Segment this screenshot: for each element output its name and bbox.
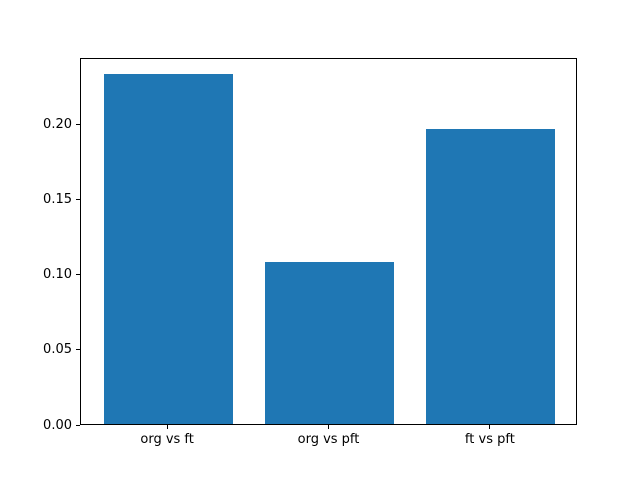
plot-area [80,58,577,425]
bar-org-vs-ft [103,73,233,424]
y-tick-label: 0.00 [43,417,72,433]
bar-ft-vs-pft [426,129,556,424]
y-tick-mark [76,274,80,276]
y-tick-label: 0.10 [43,267,72,283]
y-tick-label: 0.20 [43,116,72,132]
x-tick-label: org vs ft [140,432,194,447]
y-tick-label: 0.05 [43,342,72,358]
x-tick-mark [489,425,491,429]
y-tick-mark [76,123,80,125]
x-tick-label: org vs pft [297,432,360,447]
y-tick-mark [76,198,80,200]
x-tick-mark [166,425,168,429]
y-tick-mark [76,349,80,351]
x-tick-mark [328,425,329,429]
y-tick-mark [76,424,80,426]
bar-org-vs-pft [264,261,395,424]
x-tick-label: ft vs pft [464,432,515,447]
y-tick-label: 0.15 [43,191,72,207]
